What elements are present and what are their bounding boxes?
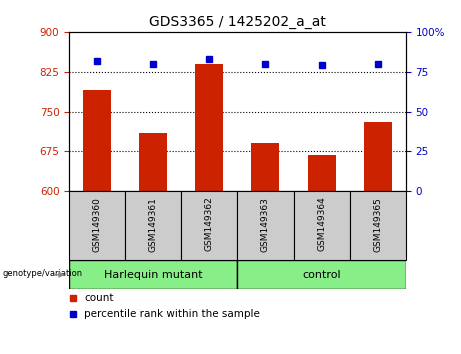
Bar — [349, 191, 406, 260]
Text: genotype/variation: genotype/variation — [2, 269, 82, 278]
Bar — [69, 191, 125, 260]
Bar — [125, 191, 181, 260]
Bar — [139, 133, 167, 191]
Bar — [237, 260, 406, 289]
Text: percentile rank within the sample: percentile rank within the sample — [84, 309, 260, 319]
Text: GSM149363: GSM149363 — [261, 197, 270, 252]
Text: GSM149364: GSM149364 — [317, 197, 326, 251]
Text: GSM149361: GSM149361 — [149, 197, 158, 252]
Text: Harlequin mutant: Harlequin mutant — [104, 270, 202, 280]
Bar — [69, 260, 237, 289]
Text: control: control — [302, 270, 341, 280]
Text: GSM149362: GSM149362 — [205, 197, 214, 251]
Title: GDS3365 / 1425202_a_at: GDS3365 / 1425202_a_at — [149, 16, 326, 29]
Bar — [181, 191, 237, 260]
Bar — [307, 155, 336, 191]
Text: GSM149360: GSM149360 — [93, 197, 102, 252]
Bar — [83, 90, 111, 191]
Text: count: count — [84, 293, 114, 303]
Bar — [195, 64, 224, 191]
Bar — [251, 143, 279, 191]
Bar — [294, 191, 349, 260]
Text: GSM149365: GSM149365 — [373, 197, 382, 252]
Bar — [237, 191, 294, 260]
Bar — [364, 122, 392, 191]
